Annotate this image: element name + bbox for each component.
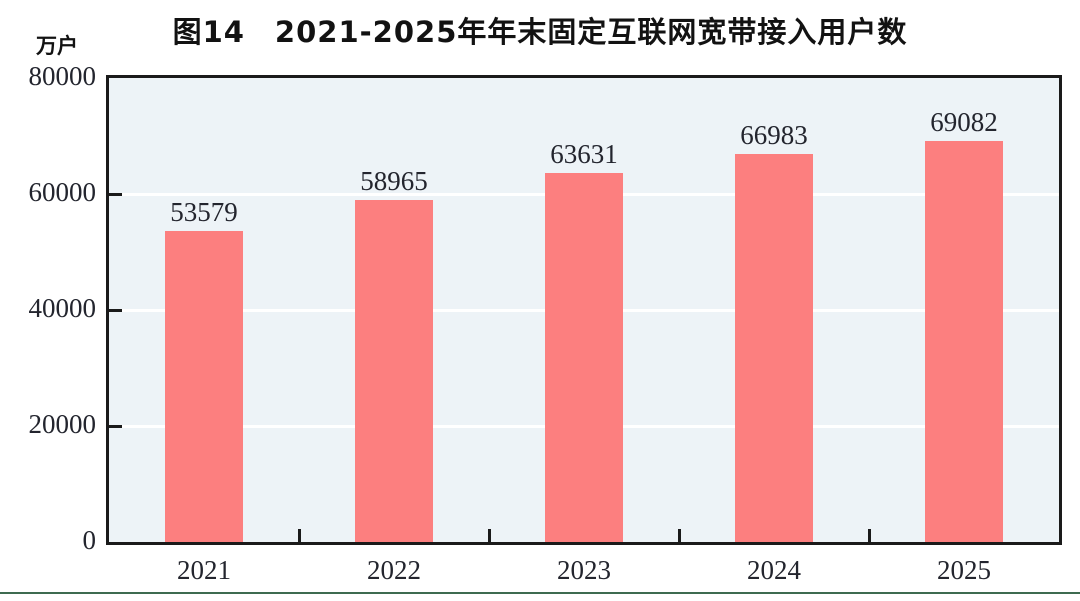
page-bottom-rule: [0, 592, 1080, 594]
y-tick-label: 40000: [28, 293, 97, 323]
x-tick-label: 2021: [177, 555, 231, 585]
bar: [545, 172, 623, 542]
y-tick-mark: [109, 192, 122, 196]
x-tick-mark: [297, 529, 301, 542]
y-tick-label: 20000: [28, 409, 97, 439]
bar-series: 53579 58965 63631 66983 69082: [109, 78, 1059, 542]
bar-value-label: 69082: [930, 107, 998, 138]
x-tick-label: 2023: [557, 555, 611, 585]
bar-group-2021: 53579: [109, 78, 299, 542]
chart-title: 图14 2021-2025年年末固定互联网宽带接入用户数: [172, 15, 908, 49]
bar-group-2024: 66983: [679, 78, 869, 542]
bar-value-label: 66983: [740, 119, 808, 150]
x-axis-tick-labels: 2021 2022 2023 2024 2025: [109, 553, 1059, 587]
x-tick-label: 2024: [747, 555, 801, 585]
y-axis-tick-labels: 0 20000 40000 60000 80000: [0, 0, 97, 601]
bar-group-2023: 63631: [489, 78, 679, 542]
x-tick-mark: [487, 529, 491, 542]
bar: [925, 141, 1003, 542]
plot-area: 53579 58965 63631 66983 69082: [106, 75, 1062, 545]
bar: [355, 200, 433, 542]
x-tick-label: 2025: [937, 555, 991, 585]
x-tick-label: 2022: [367, 555, 421, 585]
bar-group-2025: 69082: [869, 78, 1059, 542]
y-tick-mark: [109, 308, 122, 312]
x-tick-mark: [867, 529, 871, 542]
bar: [165, 231, 243, 542]
bar-value-label: 58965: [360, 166, 428, 197]
x-tick-mark: [677, 529, 681, 542]
bar: [735, 153, 813, 542]
bar-value-label: 63631: [550, 138, 618, 169]
y-tick-label: 60000: [28, 177, 97, 207]
y-axis-unit-label: 万户: [36, 35, 78, 58]
y-tick-label: 0: [82, 525, 97, 555]
y-tick-label: 80000: [28, 61, 97, 91]
bar-value-label: 53579: [170, 197, 238, 228]
bar-group-2022: 58965: [299, 78, 489, 542]
y-tick-mark: [109, 424, 122, 428]
